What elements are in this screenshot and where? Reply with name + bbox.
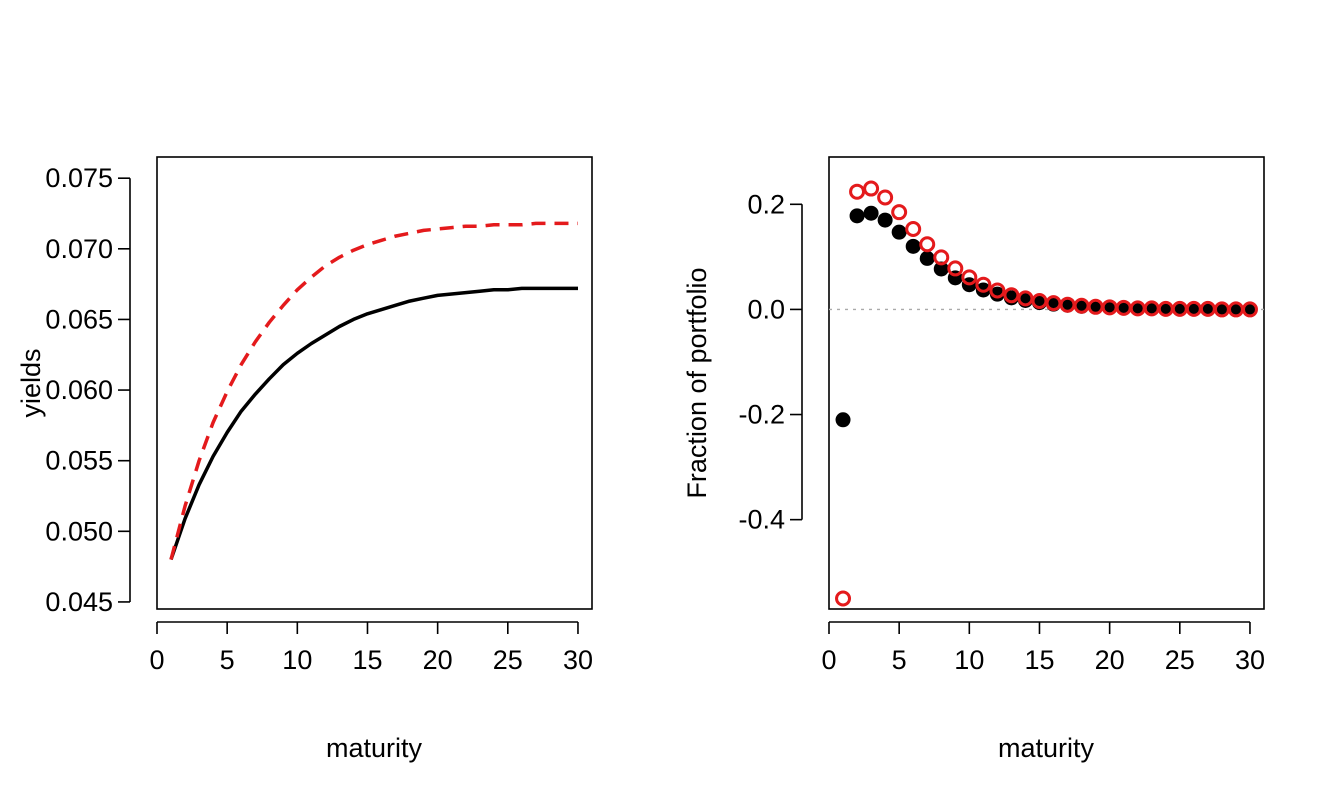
portfolio-fraction-panel: 0 5 10 15 20 25 30 -0.4 -0.2 0.0 0.2 maturity Fra… <box>682 156 1265 763</box>
y-axis: 0.045 0.050 0.055 0.060 0.065 0.070 0.075 <box>45 163 131 617</box>
series-layer <box>835 180 1258 607</box>
x-tick-label: 5 <box>892 645 907 675</box>
y-tick-label: 0.065 <box>45 304 113 334</box>
open-point <box>975 276 992 293</box>
y-axis: -0.4 -0.2 0.0 0.2 <box>738 189 803 535</box>
open-point <box>947 260 964 277</box>
y-tick-label: -0.4 <box>738 505 785 535</box>
y-axis-label: yields <box>16 348 46 417</box>
filled-point <box>849 208 865 224</box>
open-point <box>877 189 894 206</box>
dashed-yield-line <box>169 221 578 561</box>
open-point <box>835 590 852 607</box>
filled-point <box>835 412 851 428</box>
filled-point <box>891 224 907 240</box>
open-point <box>891 204 908 221</box>
x-tick-label: 0 <box>821 645 836 675</box>
filled-point <box>919 250 935 266</box>
y-tick-label: 0.0 <box>747 294 785 324</box>
open-point <box>849 183 866 200</box>
x-tick-label: 30 <box>563 645 593 675</box>
y-tick-label: 0.050 <box>45 516 113 546</box>
y-tick-label: 0.070 <box>45 234 113 264</box>
y-tick-label: 0.045 <box>45 587 113 617</box>
solid-yield-line <box>169 286 578 561</box>
open-point <box>1241 301 1258 318</box>
open-point <box>961 269 978 286</box>
yield-curve-panel: 0 5 10 15 20 25 30 0.0450.0500.0550.0600.0650.… <box>16 156 593 763</box>
filled-point <box>877 212 893 228</box>
x-tick-label: 20 <box>1095 645 1125 675</box>
x-tick-label: 10 <box>954 645 984 675</box>
open-point <box>919 236 936 253</box>
y-tick-label: 0.2 <box>747 189 785 219</box>
plot-frame <box>156 156 593 610</box>
filled-point <box>905 238 921 254</box>
open-point <box>863 180 880 197</box>
filled-point <box>933 261 949 277</box>
open-point <box>989 282 1006 299</box>
x-tick-label: 15 <box>1024 645 1054 675</box>
plot-frame <box>828 156 1265 610</box>
y-tick-label: -0.2 <box>738 400 785 430</box>
x-tick-label: 30 <box>1235 645 1265 675</box>
filled-point <box>863 205 879 221</box>
y-tick-label: 0.055 <box>45 446 113 476</box>
filled-point <box>989 286 1005 302</box>
x-tick-label: 5 <box>220 645 235 675</box>
open-point <box>1003 287 1020 304</box>
series-layer <box>169 221 578 561</box>
x-axis: 0 5 10 15 20 25 30 <box>821 621 1265 675</box>
open-point <box>933 249 950 266</box>
x-tick-label: 25 <box>493 645 523 675</box>
x-tick-label: 20 <box>423 645 453 675</box>
open-point <box>905 221 922 238</box>
x-tick-label: 15 <box>352 645 382 675</box>
x-tick-label: 0 <box>149 645 164 675</box>
y-tick-label: 0.060 <box>45 375 113 405</box>
x-tick-label: 10 <box>282 645 312 675</box>
y-axis-label: Fraction of portfolio <box>682 267 712 498</box>
x-axis-label: maturity <box>326 733 423 763</box>
x-axis: 0 5 10 15 20 25 30 <box>149 621 593 675</box>
x-axis-label: maturity <box>998 733 1095 763</box>
y-tick-label: 0.075 <box>45 163 113 193</box>
x-tick-label: 25 <box>1165 645 1195 675</box>
